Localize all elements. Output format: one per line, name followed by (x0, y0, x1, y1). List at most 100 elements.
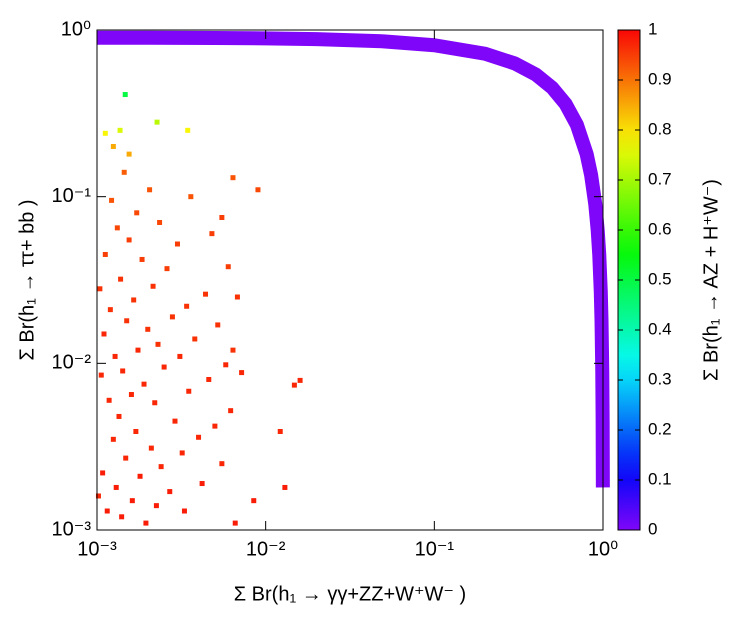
colorbar-label: Σ Br(h₁ → AZ + H⁺W⁻) (700, 179, 722, 381)
point (129, 498, 135, 504)
colorbar-tick-label: 1 (648, 19, 657, 38)
point (167, 489, 173, 495)
point (228, 408, 234, 414)
point (102, 130, 108, 136)
point (206, 376, 212, 382)
point (106, 397, 112, 403)
point (116, 413, 122, 419)
point (186, 388, 192, 394)
point (219, 214, 225, 220)
point (133, 428, 139, 434)
x-axis-label: Σ Br(h₁ → γγ+ZZ+W⁺W⁻ ) (234, 583, 466, 605)
point (179, 450, 185, 456)
point (232, 520, 238, 526)
point (291, 382, 297, 388)
point (225, 264, 231, 270)
point (192, 336, 198, 342)
point (135, 347, 141, 353)
point (147, 187, 153, 193)
point (251, 498, 257, 504)
y-axis-label: Σ Br(h₁ → ττ+ bb ) (16, 199, 38, 360)
point (124, 318, 130, 324)
point (128, 392, 134, 398)
point (123, 455, 129, 461)
point (145, 326, 151, 332)
point (255, 187, 261, 193)
point (152, 400, 158, 406)
plot-frame (96, 29, 604, 531)
x-tick-label: 10⁰ (588, 538, 618, 560)
colorbar-tick-label: 0.5 (648, 269, 672, 288)
point (154, 119, 160, 125)
x-tick-label: 10⁻¹ (415, 538, 455, 560)
point (143, 520, 149, 526)
point (174, 241, 180, 247)
point (134, 210, 140, 216)
point (131, 297, 137, 303)
point (230, 347, 236, 353)
colorbar-tick-label: 0.7 (648, 169, 672, 188)
point (110, 143, 116, 149)
y-tick-label: 10⁻³ (52, 518, 92, 540)
point (199, 481, 205, 487)
point (120, 368, 126, 374)
point (100, 470, 106, 476)
point (141, 381, 147, 387)
point (122, 92, 128, 98)
point (118, 276, 124, 282)
point (148, 445, 154, 451)
point (153, 503, 159, 509)
colorbar-tick-label: 0.6 (648, 219, 672, 238)
point (98, 372, 104, 378)
point (277, 428, 283, 434)
point (172, 418, 178, 424)
point (209, 231, 215, 237)
point (297, 377, 303, 383)
point (110, 436, 116, 442)
point (203, 291, 209, 297)
y-tick-label: 10⁻¹ (52, 185, 92, 207)
point (239, 370, 245, 376)
point (112, 353, 118, 359)
point (188, 194, 194, 200)
point (158, 464, 164, 470)
point (282, 484, 288, 490)
point (114, 225, 120, 231)
point (119, 514, 125, 520)
point (97, 286, 103, 292)
band-line (96, 30, 610, 488)
point (196, 434, 202, 440)
point (121, 169, 127, 175)
point (101, 331, 107, 337)
x-tick-label: 10⁻³ (77, 538, 117, 560)
y-tick-label: 10⁰ (61, 18, 91, 40)
colorbar-tick-label: 0.3 (648, 369, 672, 388)
point (150, 283, 156, 289)
colorbar-tick-label: 0.8 (648, 119, 672, 138)
point (126, 237, 132, 243)
point (164, 266, 170, 272)
point (230, 175, 236, 181)
point (215, 322, 221, 328)
colorbar-tick-label: 0.2 (648, 419, 672, 438)
colorbar-tick-label: 0.4 (648, 319, 672, 338)
point (107, 307, 113, 313)
point (117, 127, 123, 133)
point (219, 461, 225, 467)
point (161, 364, 167, 370)
point (113, 484, 119, 490)
point (102, 251, 108, 257)
point (155, 341, 161, 347)
point (109, 197, 115, 203)
point (177, 353, 183, 359)
point (234, 294, 240, 300)
point (223, 362, 229, 368)
colorbar-tick-label: 0.1 (648, 469, 672, 488)
point (137, 473, 143, 479)
point (184, 303, 190, 309)
point (169, 314, 175, 320)
colorbar-tick-label: 0.9 (648, 69, 672, 88)
point (157, 219, 163, 225)
y-tick-label: 10⁻² (52, 352, 92, 374)
